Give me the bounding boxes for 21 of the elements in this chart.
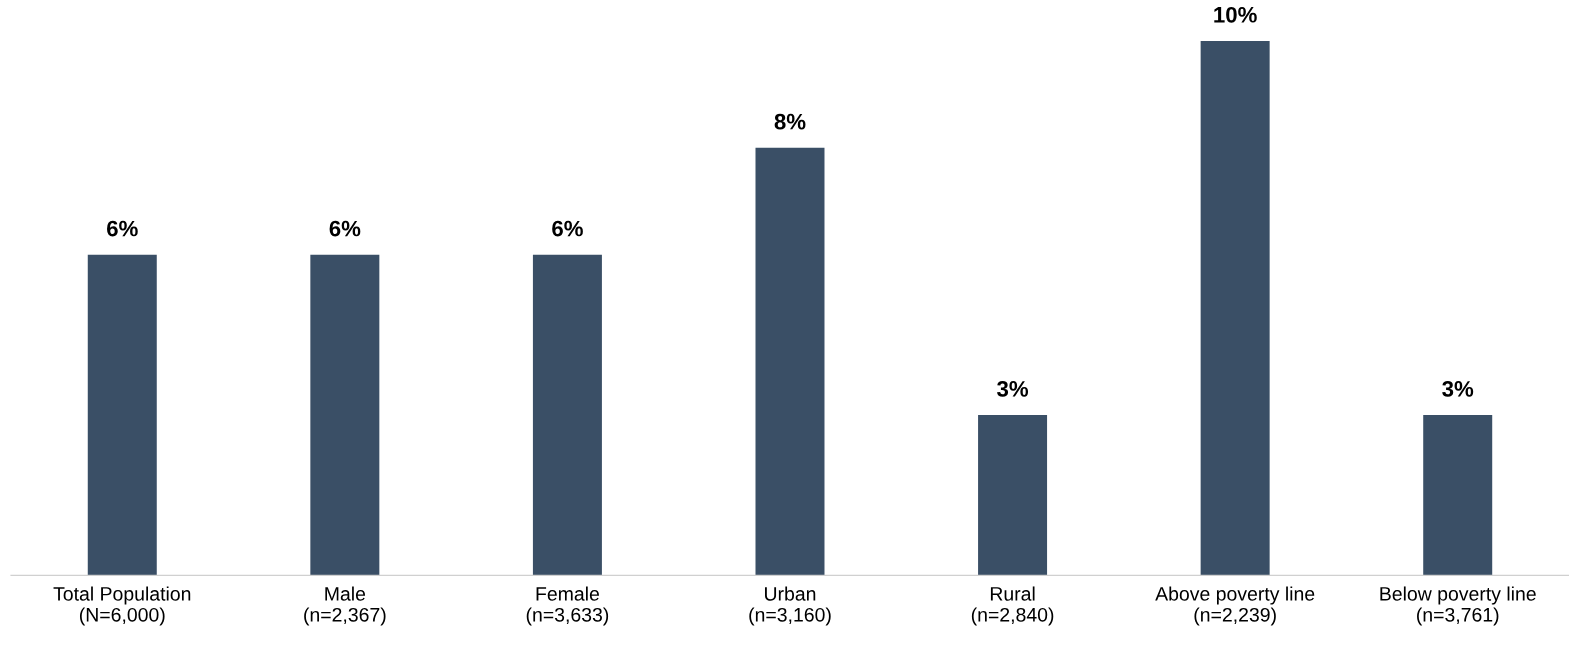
bar xyxy=(1423,415,1493,576)
x-tick-label: Urban (n=3,160) xyxy=(749,586,831,626)
x-tick-label: Rural (n=2,840) xyxy=(971,586,1054,626)
x-tick-label: Above poverty line (n=2,239) xyxy=(1155,586,1315,626)
data-label: 6% xyxy=(329,220,361,237)
x-tick-label: Female (n=3,633) xyxy=(526,586,609,626)
bar xyxy=(1200,40,1270,576)
bar xyxy=(87,254,157,576)
bar xyxy=(532,254,602,576)
data-label: 6% xyxy=(552,220,583,237)
data-label: 8% xyxy=(774,113,806,130)
data-label: 3% xyxy=(997,380,1029,397)
x-tick-label: Male (n=2,367) xyxy=(304,586,386,626)
data-label: 10% xyxy=(1214,6,1257,23)
data-label: 3% xyxy=(1442,380,1474,397)
x-tick-label: Total Population (N=6,000) xyxy=(53,586,191,626)
bar xyxy=(755,147,825,576)
bar xyxy=(310,254,380,576)
x-tick-label: Below poverty line (n=3,761) xyxy=(1380,586,1536,626)
data-label: 6% xyxy=(107,220,138,237)
bar xyxy=(978,415,1048,576)
